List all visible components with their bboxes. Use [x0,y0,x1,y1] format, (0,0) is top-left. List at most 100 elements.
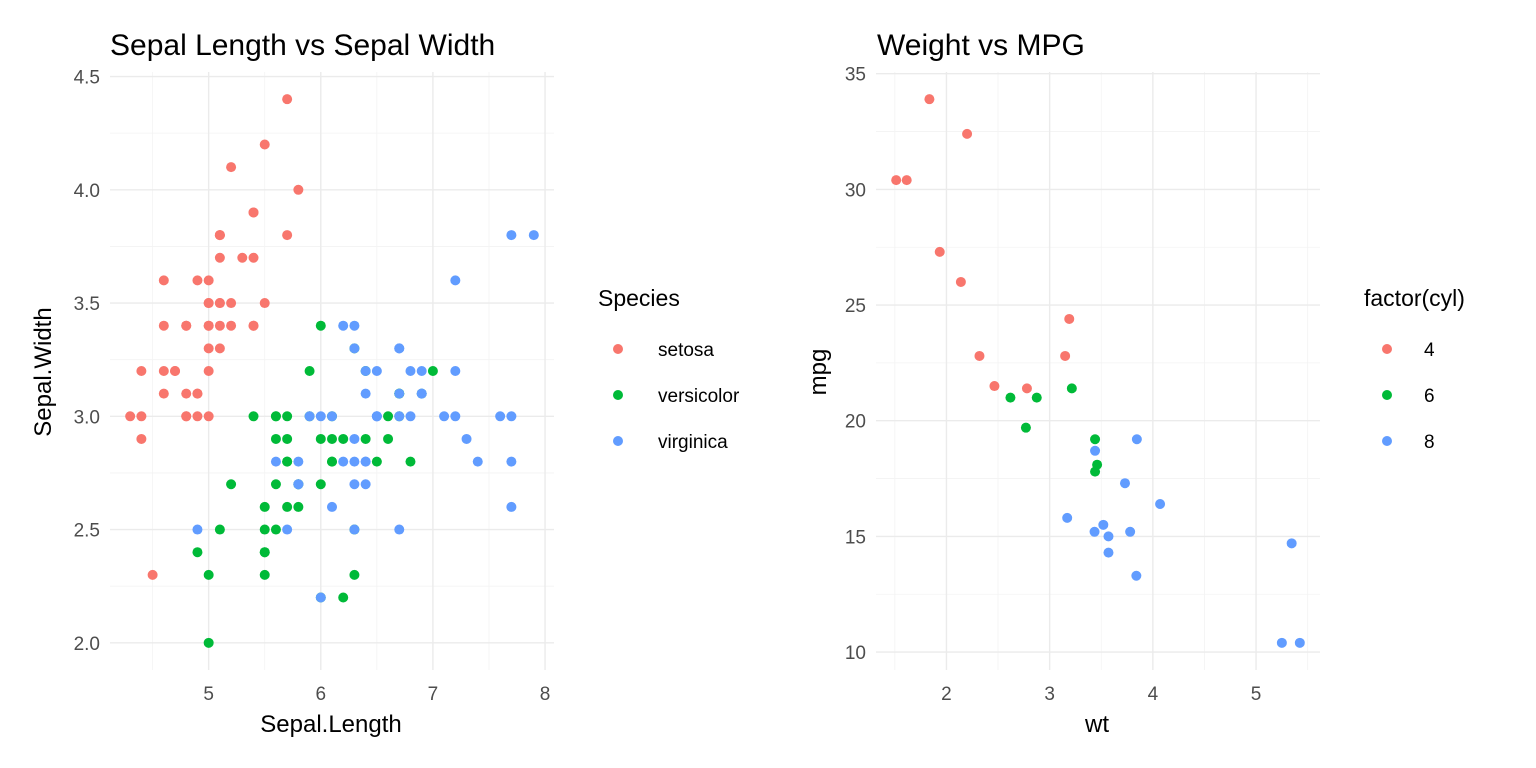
data-point [371,366,382,376]
data-point [506,456,517,467]
x-axis-title: wt [1084,711,1109,738]
data-point [259,569,270,580]
data-point [203,275,214,286]
data-point [192,547,203,558]
data-point [237,252,248,263]
data-point [1103,547,1114,558]
x-tick-label: 6 [315,684,326,705]
data-point [248,320,259,331]
data-point [293,456,304,467]
data-point [226,298,237,309]
data-point [214,524,225,535]
y-axis-title: Sepal.Width [30,307,57,436]
data-point [891,175,902,186]
data-point [214,320,225,331]
data-point [158,388,169,399]
data-point [259,501,270,512]
y-tick-label: 30 [845,180,866,201]
data-point [1064,313,1075,324]
data-point [360,433,371,444]
x-tick-label: 5 [203,684,214,705]
data-point [259,547,270,558]
data-point [293,501,304,512]
data-point [338,456,349,467]
legend: Species setosa versicolor virginica [598,285,740,453]
data-point [461,433,472,444]
data-point [214,343,225,354]
data-point [338,592,349,603]
data-point [360,456,371,467]
data-point [450,275,461,286]
data-point [125,411,136,422]
legend-key [613,436,623,446]
data-point [270,524,281,535]
data-point [1060,350,1071,361]
data-point [327,456,337,467]
data-point [203,366,214,376]
data-point [472,456,483,467]
data-point [405,366,416,376]
y-tick-label: 3.5 [74,294,100,315]
legend-key [613,390,623,400]
data-point [1131,570,1142,581]
y-tick-label: 15 [845,527,866,548]
data-point [293,479,304,490]
data-point [416,366,427,376]
data-point [214,298,225,309]
data-point [226,479,237,490]
legend-label: 4 [1424,340,1435,361]
data-point [1031,392,1042,403]
y-tick-labels: 10 15 20 25 30 35 [845,65,866,664]
data-point [1090,445,1101,456]
legend-label: setosa [658,340,714,361]
x-tick-label: 4 [1148,684,1159,705]
data-point [371,456,382,467]
data-point [192,524,203,535]
data-point [450,411,461,422]
grid [110,72,554,670]
data-point [1098,519,1109,530]
data-point [270,479,281,490]
data-point [1021,383,1032,394]
data-point [315,433,326,444]
legend-title: factor(cyl) [1364,285,1465,311]
data-point [1089,526,1100,537]
data-point [259,139,270,150]
data-point [192,388,203,399]
data-point [349,320,360,331]
y-tick-label: 25 [845,296,866,317]
data-point [901,175,912,186]
data-point [282,94,293,105]
x-tick-label: 2 [941,684,952,705]
data-point [282,433,293,444]
legend-items: setosa versicolor virginica [613,340,740,453]
data-point [338,320,349,331]
data-point [282,456,293,467]
data-point [439,411,450,422]
points [125,94,539,648]
data-point [1103,531,1114,542]
data-point [158,320,169,331]
data-point [506,411,517,422]
data-point [203,320,214,331]
legend-key [1382,436,1392,446]
data-point [349,479,360,490]
data-point [1125,526,1136,537]
x-tick-label: 8 [540,684,551,705]
x-tick-label: 3 [1044,684,1055,705]
data-point [394,388,405,399]
y-tick-label: 3.0 [74,407,100,428]
data-point [338,433,349,444]
data-point [416,388,427,399]
data-point [248,411,259,422]
data-point [282,411,293,422]
data-point [192,275,203,286]
data-point [248,207,259,218]
data-point [203,343,214,354]
data-point [270,456,281,467]
data-point [1294,637,1305,648]
data-point [136,433,147,444]
data-point [158,275,169,286]
data-point [203,298,214,309]
data-point [1090,434,1101,445]
